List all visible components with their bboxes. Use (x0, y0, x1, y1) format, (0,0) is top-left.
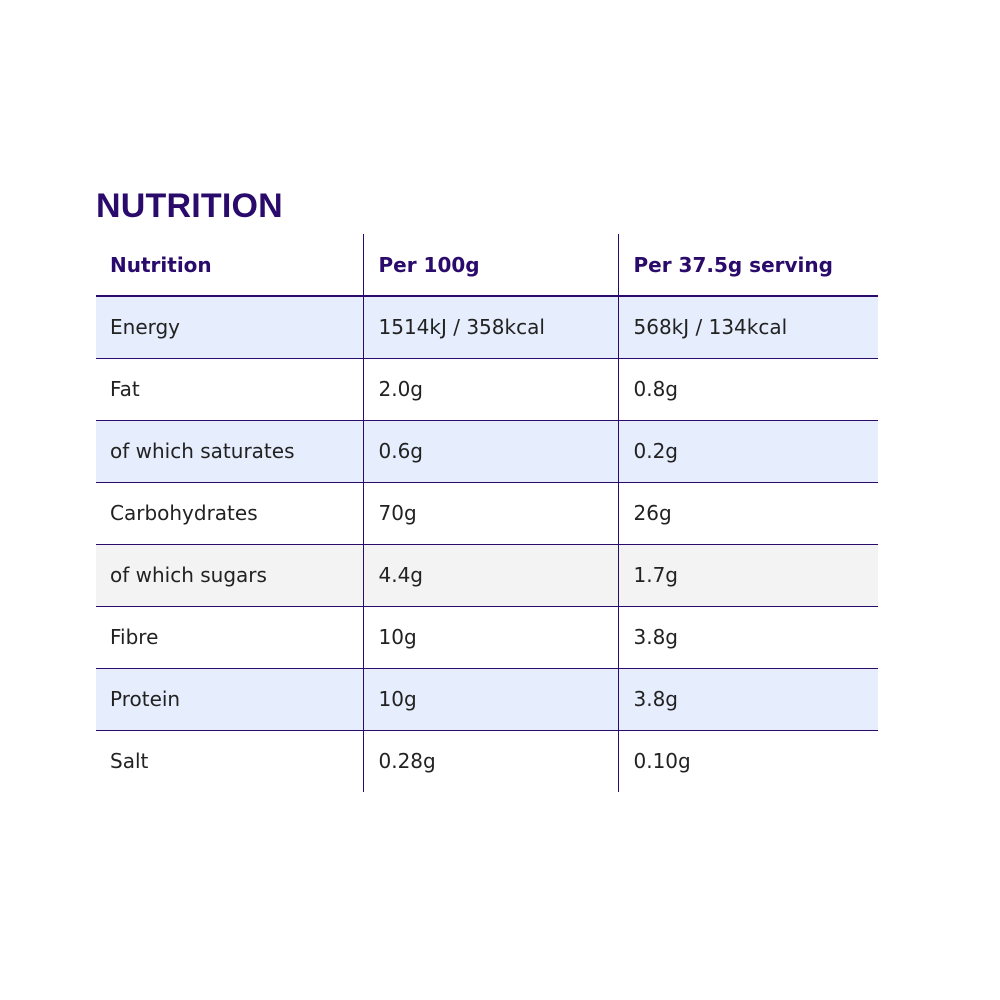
nutrient-name: Salt (110, 749, 149, 774)
nutrition-panel: NUTRITION Nutrition Per 100g Per 37.5g s… (96, 184, 878, 792)
value-per-serving: 0.10g (617, 730, 878, 792)
value-per-100g: 0.6g (362, 420, 618, 483)
column-header-per-100g: Per 100g (362, 234, 618, 297)
column-header-nutrient: Nutrition (96, 234, 363, 297)
nutrient-name: Protein (96, 668, 363, 731)
value-per-serving: 568kJ / 134kcal (617, 296, 878, 359)
value-per-100g: 0.28g (362, 730, 618, 792)
table-row: of which saturates 0.6g 0.2g (96, 420, 878, 483)
table-row: Fat 2.0g 0.8g (96, 358, 878, 421)
value-per-100g: 70g (362, 482, 618, 545)
nutrient-name: of which sugars (96, 544, 363, 607)
table-row: Fibre 10g 3.8g (96, 606, 878, 669)
value-per-serving: 1.7g (617, 544, 878, 607)
nutrient-name: Fibre (96, 606, 363, 669)
table-row: Protein 10g 3.8g (96, 668, 878, 731)
value-per-100g: 4.4g (362, 544, 618, 607)
value-per-100g: 2.0g (362, 358, 618, 421)
nutrition-table: Nutrition Per 100g Per 37.5g serving Ene… (96, 234, 878, 792)
column-header-per-serving: Per 37.5g serving (617, 234, 878, 297)
table-row: Salt 0.28g 0.10g (96, 730, 878, 792)
nutrient-name: of which saturates (96, 420, 363, 483)
value-per-serving: 0.2g (617, 420, 878, 483)
value-per-100g: 1514kJ / 358kcal (362, 296, 618, 359)
table-header-row: Nutrition Per 100g Per 37.5g serving (96, 234, 878, 297)
nutrient-name: Carbohydrates (96, 482, 363, 545)
table-row: of which sugars 4.4g 1.7g (96, 544, 878, 607)
value-per-100g: 10g (362, 668, 618, 731)
section-title: NUTRITION (96, 187, 283, 225)
value-per-serving: 3.8g (617, 606, 878, 669)
nutrient-name: Energy (96, 296, 363, 359)
table-row: Energy 1514kJ / 358kcal 568kJ / 134kcal (96, 296, 878, 359)
value-per-serving: 26g (617, 482, 878, 545)
value-per-100g: 10g (362, 606, 618, 669)
nutrient-name: Fat (96, 358, 363, 421)
value-per-serving: 3.8g (617, 668, 878, 731)
table-row: Carbohydrates 70g 26g (96, 482, 878, 545)
value-per-serving: 0.8g (617, 358, 878, 421)
